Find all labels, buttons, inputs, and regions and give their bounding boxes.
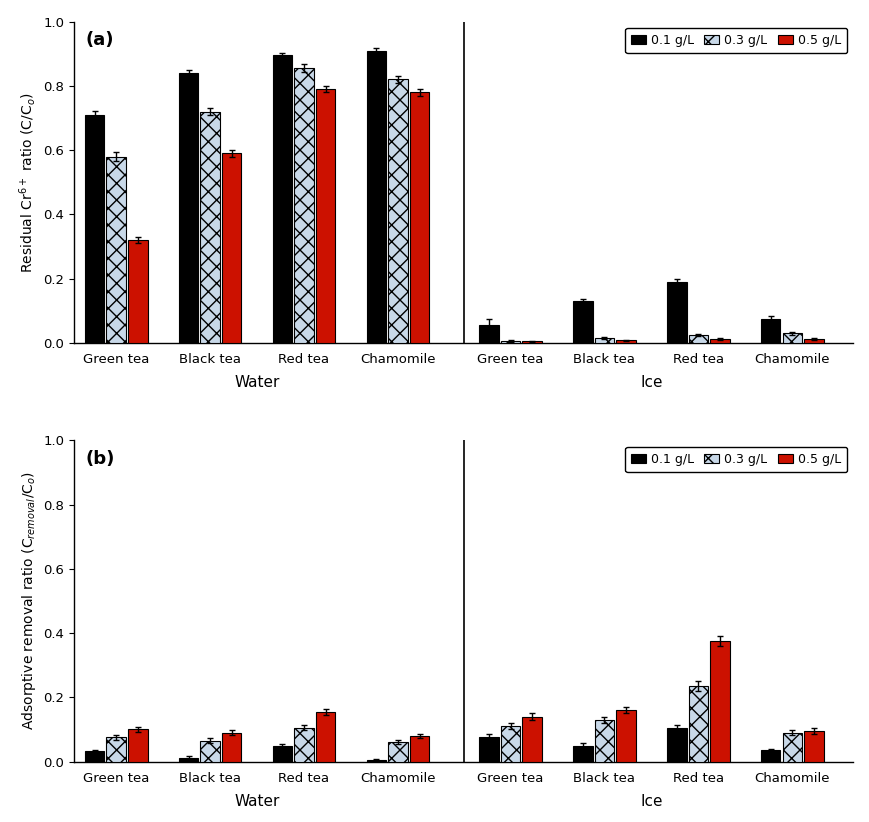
- Bar: [688, 686, 707, 761]
- Bar: [315, 89, 335, 343]
- Bar: [709, 339, 729, 343]
- Bar: [782, 333, 801, 343]
- Bar: [366, 760, 386, 761]
- Text: Ice: Ice: [640, 794, 662, 809]
- Bar: [388, 80, 408, 343]
- Bar: [803, 339, 823, 343]
- Bar: [179, 758, 198, 761]
- Bar: [709, 641, 729, 761]
- Bar: [106, 737, 126, 761]
- Bar: [479, 737, 498, 761]
- Bar: [179, 73, 198, 343]
- Bar: [409, 92, 428, 343]
- Bar: [479, 326, 498, 343]
- Bar: [222, 154, 241, 343]
- Text: Ice: Ice: [640, 375, 662, 390]
- Bar: [667, 727, 686, 761]
- Legend: 0.1 g/L, 0.3 g/L, 0.5 g/L: 0.1 g/L, 0.3 g/L, 0.5 g/L: [624, 446, 846, 472]
- Bar: [128, 729, 148, 761]
- Bar: [200, 741, 220, 761]
- Bar: [388, 741, 408, 761]
- Bar: [782, 732, 801, 761]
- Text: Water: Water: [234, 375, 280, 390]
- Bar: [760, 750, 779, 761]
- Text: Water: Water: [234, 794, 280, 809]
- Y-axis label: Adsorptive removal ratio (C$_{removal}$/C$_o$): Adsorptive removal ratio (C$_{removal}$/…: [20, 471, 37, 731]
- Bar: [667, 282, 686, 343]
- Bar: [522, 341, 541, 343]
- Bar: [272, 746, 292, 761]
- Y-axis label: Residual Cr$^{6+}$ ratio (C/C$_o$): Residual Cr$^{6+}$ ratio (C/C$_o$): [17, 92, 37, 273]
- Bar: [366, 51, 386, 343]
- Bar: [522, 717, 541, 761]
- Bar: [200, 112, 220, 343]
- Bar: [594, 720, 614, 761]
- Text: (a): (a): [85, 31, 114, 49]
- Bar: [615, 710, 635, 761]
- Bar: [760, 319, 779, 343]
- Bar: [573, 301, 592, 343]
- Bar: [501, 726, 520, 761]
- Bar: [803, 731, 823, 761]
- Text: (b): (b): [85, 450, 115, 468]
- Bar: [272, 55, 292, 343]
- Bar: [573, 746, 592, 761]
- Bar: [294, 727, 314, 761]
- Bar: [222, 732, 241, 761]
- Bar: [594, 338, 614, 343]
- Legend: 0.1 g/L, 0.3 g/L, 0.5 g/L: 0.1 g/L, 0.3 g/L, 0.5 g/L: [624, 28, 846, 53]
- Bar: [615, 340, 635, 343]
- Bar: [501, 341, 520, 343]
- Bar: [85, 751, 104, 761]
- Bar: [688, 335, 707, 343]
- Bar: [409, 736, 428, 761]
- Bar: [128, 240, 148, 343]
- Bar: [294, 68, 314, 343]
- Bar: [315, 712, 335, 761]
- Bar: [85, 115, 104, 343]
- Bar: [106, 157, 126, 343]
